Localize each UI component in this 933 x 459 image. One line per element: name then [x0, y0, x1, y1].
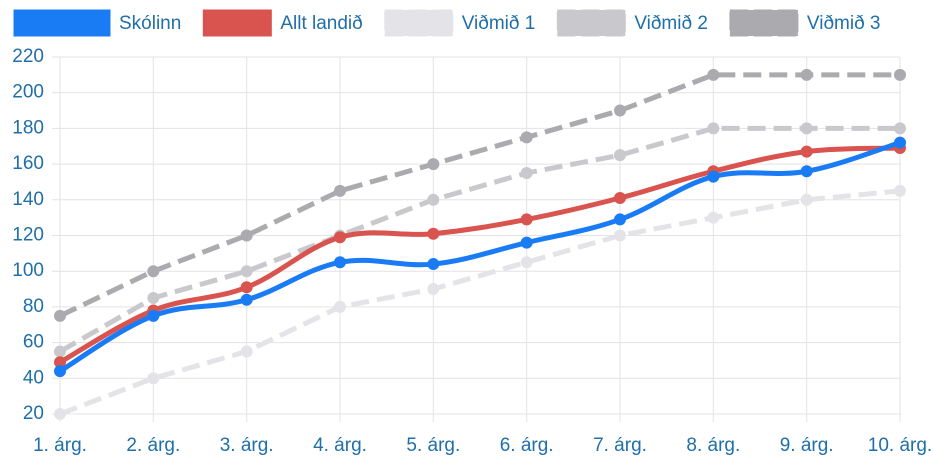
point [427, 227, 440, 240]
point [334, 231, 346, 244]
x-tick-label: 9. árg. [780, 435, 834, 456]
series-line [58, 72, 900, 319]
point [240, 281, 253, 294]
series-line [58, 145, 901, 365]
point [147, 309, 160, 322]
point [240, 265, 253, 278]
legend-label: Viðmið 1 [462, 13, 536, 34]
point [427, 158, 440, 171]
series-line [58, 140, 901, 374]
y-tick-label: 140 [12, 189, 44, 210]
legend-swatch [729, 9, 799, 37]
point [894, 68, 906, 81]
y-tick-label: 80 [23, 296, 44, 317]
x-tick-label: 5. árg. [406, 435, 460, 456]
point [147, 265, 160, 278]
point [240, 345, 253, 358]
legend-swatch [202, 9, 272, 37]
x-tick-label: 7. árg. [593, 435, 647, 456]
point [800, 193, 813, 206]
point [147, 291, 160, 304]
point [614, 229, 626, 242]
legend-label: Viðmið 3 [807, 13, 881, 34]
x-tick-label: 6. árg. [500, 435, 554, 456]
series-line [58, 125, 900, 354]
y-tick-label: 20 [23, 403, 44, 424]
point [54, 356, 66, 369]
point [334, 184, 346, 197]
y-tick-label: 200 [12, 82, 44, 103]
y-tick-label: 120 [12, 225, 44, 246]
series-line [59, 188, 901, 417]
point [334, 300, 346, 313]
point [800, 122, 813, 135]
x-tick-label: 3. árg. [220, 435, 274, 456]
legend-label: Skólinn [119, 13, 181, 34]
x-tick-label: 2. árg. [126, 435, 180, 456]
point [54, 365, 66, 378]
point [707, 68, 720, 81]
point [54, 408, 66, 420]
y-tick-label: 180 [12, 117, 44, 138]
point [240, 229, 253, 242]
point [614, 104, 626, 117]
y-tick-label: 220 [12, 46, 44, 67]
point [520, 213, 533, 226]
point [614, 149, 626, 162]
y-tick-label: 100 [12, 260, 44, 281]
point [894, 136, 906, 149]
point [334, 256, 346, 269]
point [800, 145, 813, 158]
point [800, 68, 813, 81]
point [54, 309, 66, 322]
legend-label: Allt landið [280, 13, 362, 34]
point [707, 211, 720, 224]
point [520, 167, 533, 180]
x-tick-label: 1. árg. [33, 435, 87, 456]
point [520, 256, 533, 269]
point [427, 193, 440, 206]
legend-swatch [384, 9, 454, 37]
y-tick-label: 60 [23, 332, 44, 353]
y-tick-label: 160 [12, 153, 44, 174]
point [427, 258, 440, 271]
point [894, 122, 906, 135]
x-tick-label: 8. árg. [686, 435, 740, 456]
point [707, 122, 720, 135]
point [427, 283, 440, 296]
point [614, 213, 626, 226]
x-tick-label: 10. árg. [868, 435, 932, 456]
x-tick-label: 4. árg. [313, 435, 367, 456]
legend-label: Viðmið 2 [634, 13, 708, 34]
point [240, 293, 253, 306]
point [614, 192, 626, 205]
legend-swatch [556, 9, 626, 37]
point [894, 184, 906, 197]
point [54, 345, 66, 358]
point [520, 131, 533, 144]
legend-swatch [13, 9, 111, 37]
y-tick-label: 40 [23, 367, 44, 388]
point [707, 170, 720, 183]
point [520, 236, 533, 249]
point [800, 165, 813, 178]
point [147, 372, 160, 385]
